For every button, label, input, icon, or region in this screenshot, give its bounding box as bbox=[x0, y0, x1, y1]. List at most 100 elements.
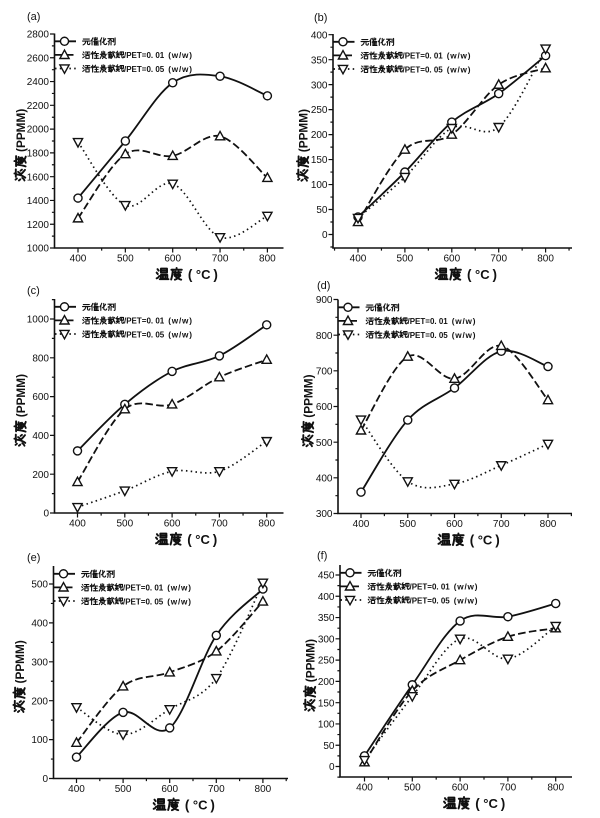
svg-text:°C: °C bbox=[196, 267, 211, 282]
svg-text:600: 600 bbox=[452, 783, 469, 794]
svg-text:400: 400 bbox=[311, 30, 328, 41]
svg-text:900: 900 bbox=[316, 295, 333, 306]
svg-text:): ) bbox=[213, 532, 218, 547]
svg-text:400: 400 bbox=[316, 473, 333, 484]
svg-text:(PPMM): (PPMM) bbox=[297, 109, 311, 152]
svg-text:200: 200 bbox=[311, 130, 328, 141]
svg-text:): ) bbox=[210, 798, 215, 813]
svg-text:800: 800 bbox=[259, 254, 276, 265]
svg-text:/PET=0. 05: /PET=0. 05 bbox=[124, 330, 165, 339]
svg-text:(w/w): (w/w) bbox=[452, 317, 476, 326]
svg-text:/PET=0. 01: /PET=0. 01 bbox=[124, 51, 165, 60]
svg-text:1200: 1200 bbox=[27, 220, 50, 231]
svg-text:2400: 2400 bbox=[27, 77, 50, 88]
svg-text:400: 400 bbox=[32, 431, 49, 442]
svg-text:(: ( bbox=[467, 267, 472, 282]
svg-text:2000: 2000 bbox=[27, 125, 50, 136]
svg-text:500: 500 bbox=[404, 783, 421, 794]
svg-text:700: 700 bbox=[500, 783, 517, 794]
svg-text:(w/w): (w/w) bbox=[168, 65, 192, 74]
svg-text:(PPMM): (PPMM) bbox=[304, 639, 318, 682]
svg-text:(d): (d) bbox=[317, 280, 330, 292]
svg-text:400: 400 bbox=[356, 783, 373, 794]
svg-text:400: 400 bbox=[70, 254, 87, 265]
svg-text:300: 300 bbox=[31, 657, 48, 668]
svg-text:500: 500 bbox=[31, 580, 48, 591]
svg-text:): ) bbox=[493, 267, 498, 282]
svg-text:600: 600 bbox=[164, 254, 181, 265]
svg-text:°C: °C bbox=[475, 267, 490, 282]
svg-text:1400: 1400 bbox=[27, 196, 50, 207]
svg-text:°C: °C bbox=[193, 798, 208, 813]
svg-text:°C: °C bbox=[478, 533, 493, 548]
svg-text:°C: °C bbox=[195, 532, 210, 547]
svg-text:/PET=0. 05: /PET=0. 05 bbox=[410, 596, 451, 605]
svg-text:800: 800 bbox=[32, 353, 49, 364]
svg-text:1800: 1800 bbox=[27, 148, 50, 159]
svg-text:700: 700 bbox=[212, 254, 229, 265]
svg-text:/PET=0. 01: /PET=0. 01 bbox=[410, 583, 451, 592]
svg-text:/PET=0. 05: /PET=0. 05 bbox=[403, 65, 444, 74]
svg-text:50: 50 bbox=[316, 205, 328, 216]
svg-text:1600: 1600 bbox=[27, 172, 50, 183]
svg-text:(f): (f) bbox=[317, 550, 327, 562]
svg-text:0: 0 bbox=[42, 774, 48, 785]
svg-text:(w/w): (w/w) bbox=[168, 330, 192, 339]
svg-text:400: 400 bbox=[353, 519, 370, 530]
svg-text:2600: 2600 bbox=[27, 53, 50, 64]
svg-text:(PPMM): (PPMM) bbox=[14, 109, 28, 152]
svg-text:°C: °C bbox=[483, 796, 498, 811]
svg-text:500: 500 bbox=[115, 784, 132, 795]
svg-text:800: 800 bbox=[316, 331, 333, 342]
svg-text:800: 800 bbox=[258, 519, 275, 530]
svg-text:400: 400 bbox=[68, 784, 85, 795]
svg-text:(e): (e) bbox=[27, 552, 40, 564]
svg-text:/PET=0. 05: /PET=0. 05 bbox=[123, 597, 164, 606]
svg-text:450: 450 bbox=[318, 571, 335, 582]
svg-text:/PET=0. 01: /PET=0. 01 bbox=[403, 52, 444, 61]
svg-text:400: 400 bbox=[350, 254, 367, 265]
svg-text:/PET=0. 05: /PET=0. 05 bbox=[408, 331, 449, 340]
svg-text:(w/w): (w/w) bbox=[168, 51, 192, 60]
svg-text:300: 300 bbox=[316, 509, 333, 520]
svg-text:(: ( bbox=[188, 267, 193, 282]
svg-text:(b): (b) bbox=[314, 12, 327, 24]
svg-text:/PET=0. 05: /PET=0. 05 bbox=[124, 65, 165, 74]
svg-text:(w/w): (w/w) bbox=[168, 317, 192, 326]
svg-text:(c): (c) bbox=[27, 285, 40, 297]
svg-text:800: 800 bbox=[255, 784, 272, 795]
svg-text:2200: 2200 bbox=[27, 101, 50, 112]
svg-text:(: ( bbox=[187, 532, 192, 547]
svg-text:(PPMM): (PPMM) bbox=[302, 374, 316, 417]
svg-text:(w/w): (w/w) bbox=[454, 583, 478, 592]
svg-text:(a): (a) bbox=[27, 11, 40, 23]
svg-text:800: 800 bbox=[540, 519, 557, 530]
svg-text:(w/w): (w/w) bbox=[167, 597, 191, 606]
svg-text:(w/w): (w/w) bbox=[452, 331, 476, 340]
svg-text:100: 100 bbox=[318, 720, 335, 731]
svg-text:200: 200 bbox=[31, 696, 48, 707]
svg-text:500: 500 bbox=[116, 519, 133, 530]
svg-text:700: 700 bbox=[208, 784, 225, 795]
svg-text:350: 350 bbox=[318, 613, 335, 624]
svg-text:(: ( bbox=[470, 533, 475, 548]
svg-text:1000: 1000 bbox=[27, 244, 50, 255]
svg-text:50: 50 bbox=[323, 741, 335, 752]
svg-text:150: 150 bbox=[318, 698, 335, 709]
svg-text:150: 150 bbox=[311, 155, 328, 166]
svg-text:500: 500 bbox=[397, 254, 414, 265]
svg-text:(: ( bbox=[185, 798, 190, 813]
svg-text:500: 500 bbox=[399, 519, 416, 530]
svg-text:100: 100 bbox=[311, 180, 328, 191]
svg-text:400: 400 bbox=[318, 592, 335, 603]
svg-text:250: 250 bbox=[318, 656, 335, 667]
svg-text:250: 250 bbox=[311, 105, 328, 116]
svg-text:0: 0 bbox=[322, 230, 328, 241]
svg-text:400: 400 bbox=[69, 519, 86, 530]
svg-text:800: 800 bbox=[547, 783, 564, 794]
svg-text:/PET=0. 01: /PET=0. 01 bbox=[124, 317, 165, 326]
svg-text:0: 0 bbox=[43, 509, 49, 520]
svg-text:/PET=0. 01: /PET=0. 01 bbox=[408, 317, 449, 326]
svg-text:600: 600 bbox=[32, 392, 49, 403]
svg-text:700: 700 bbox=[493, 519, 510, 530]
